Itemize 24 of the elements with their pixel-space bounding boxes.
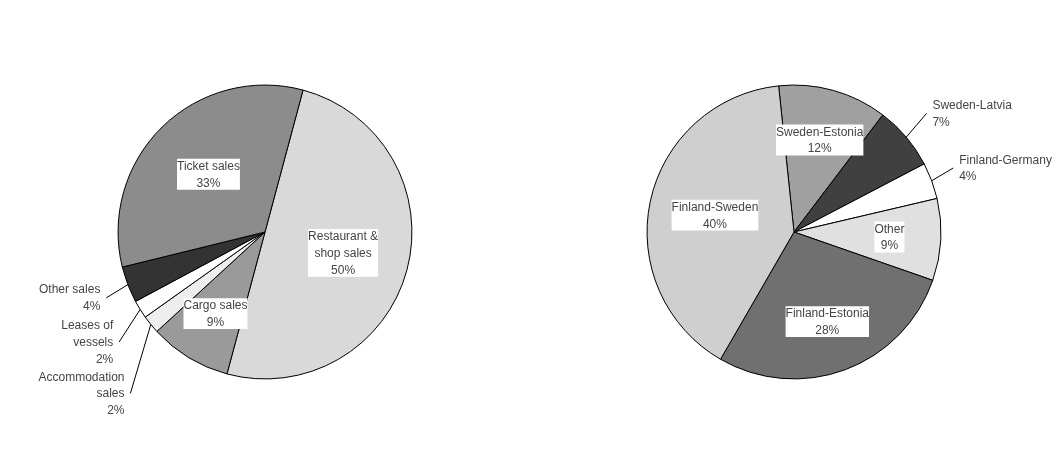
data-label: 7% <box>932 114 951 129</box>
slice-label: Restaurant & shop sales <box>308 229 379 260</box>
slice-label: Other sales <box>39 282 101 297</box>
data-label: 9% <box>880 238 899 253</box>
data-label: 40% <box>702 216 728 231</box>
data-label: 2% <box>107 403 125 418</box>
data-label: 2% <box>95 351 114 366</box>
data-label: 4% <box>959 169 977 184</box>
slice-label: Finland-Germany <box>959 152 1052 167</box>
slice-label: Other <box>874 221 905 236</box>
slice-label: Ticket sales <box>177 158 240 173</box>
slice-label: Finland-Sweden <box>671 199 759 214</box>
data-label: 50% <box>331 262 356 277</box>
slice-label: Sweden-Estonia <box>775 124 864 139</box>
slice-label: Accommodation sales <box>38 369 125 401</box>
slice-label: Finland-Estonia <box>785 306 870 321</box>
data-label: 4% <box>83 299 101 314</box>
data-label: 33% <box>196 175 221 190</box>
slice-label: Sweden-Latvia <box>932 98 1013 113</box>
data-label: 12% <box>807 141 833 156</box>
slice-label: Cargo sales <box>183 298 248 313</box>
data-label: 28% <box>815 322 840 337</box>
slice-label: Leases of vessels <box>61 318 114 349</box>
data-label: 9% <box>206 315 225 330</box>
